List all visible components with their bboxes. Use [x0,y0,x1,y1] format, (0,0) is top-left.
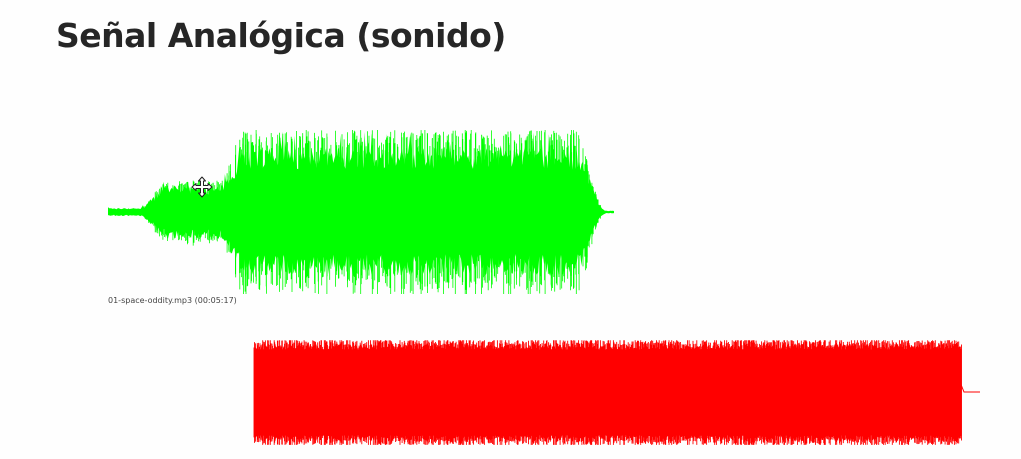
analog-waveform [108,130,614,294]
move-cursor-icon [191,176,213,198]
digital-waveform-tail [959,381,980,393]
audio-file-caption: 01-space-oddity.mp3 (00:05:17) [108,296,237,305]
digital-waveform-core [361,346,953,438]
digital-waveform [253,340,980,445]
analog-waveform-spikes [108,130,605,294]
slide-title: Señal Analógica (sonido) [56,16,506,55]
